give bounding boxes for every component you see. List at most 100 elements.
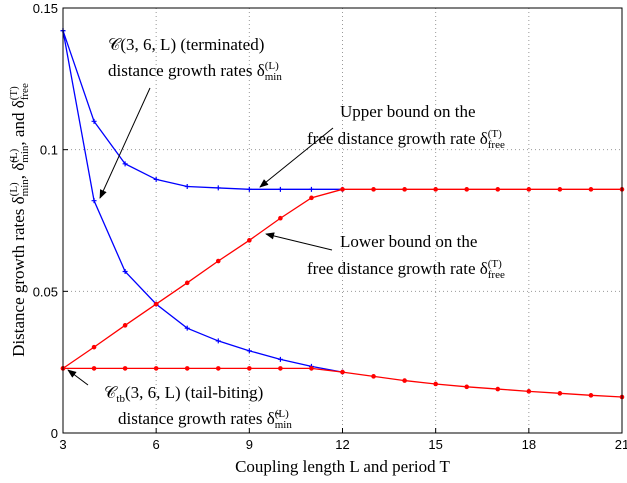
marker <box>153 301 159 307</box>
text-run: Coupling length <box>235 457 349 476</box>
subscript: free <box>19 83 31 100</box>
text-run: (3, 6, L) (tail-biting) <box>125 383 263 402</box>
axes-frame <box>62 7 623 434</box>
series-line <box>62 30 343 373</box>
marker <box>588 393 594 398</box>
marker <box>277 186 283 192</box>
marker <box>122 323 128 328</box>
marker <box>402 378 407 383</box>
marker <box>215 338 221 344</box>
text-run: distance growth rates δ̃ <box>118 409 281 428</box>
text-run: free distance growth rate δ <box>307 259 488 278</box>
x-tick-label: 18 <box>522 437 536 452</box>
series-line <box>62 30 343 190</box>
superscript: (T) <box>488 258 502 270</box>
annotation: 𝒞tb(3, 6, L) (tail-biting) <box>104 383 263 405</box>
marker <box>153 366 159 371</box>
marker <box>557 187 563 192</box>
marker <box>308 186 314 192</box>
x-tick-label: 6 <box>153 437 160 452</box>
marker <box>464 187 470 192</box>
subscript: free <box>488 269 505 281</box>
arrows <box>67 87 334 386</box>
marker <box>184 366 190 371</box>
marker <box>557 391 563 396</box>
marker <box>278 366 283 371</box>
marker <box>184 280 190 286</box>
annotation: Upper bound on the <box>340 102 476 121</box>
y-tick-label: 0.15 <box>33 1 58 16</box>
marker <box>91 344 97 350</box>
y-tick-label: 0.1 <box>40 143 58 158</box>
superscript: (T) <box>8 86 20 100</box>
annotation: free distance growth rate δfree(T) <box>307 128 505 151</box>
marker <box>495 187 501 192</box>
marker <box>215 366 221 371</box>
subscript: min <box>265 71 283 83</box>
marker <box>153 176 159 182</box>
subscript: min <box>19 179 31 197</box>
subscript: tb <box>116 393 125 405</box>
marker <box>340 187 345 192</box>
marker <box>122 269 128 274</box>
arrow <box>259 127 334 188</box>
arrow <box>67 369 89 386</box>
marker <box>247 238 252 243</box>
x-tick-label: 21 <box>615 437 627 452</box>
marker <box>309 195 314 201</box>
marker <box>122 366 128 371</box>
marker <box>122 161 128 167</box>
marker <box>402 187 407 192</box>
marker <box>184 325 190 331</box>
text-run: free distance growth rate δ <box>307 129 488 148</box>
marker <box>247 366 252 371</box>
text-run: L <box>349 457 359 476</box>
subscript: min <box>275 419 293 431</box>
arrow <box>99 87 151 199</box>
text-run: 𝒞(3, 6, L) (terminated) <box>108 35 264 54</box>
subscript: min <box>19 145 31 163</box>
subscript: free <box>488 139 505 151</box>
annotation: distance growth rates δ̃min(L) <box>118 408 292 431</box>
x-tick-label: 12 <box>335 437 349 452</box>
annotation: 𝒞(3, 6, L) (terminated) <box>108 35 264 54</box>
text-run: Distance growth rates δ <box>9 196 28 357</box>
y-tick-label: 0.05 <box>33 284 58 299</box>
superscript: (L) <box>265 60 279 72</box>
superscript: (T) <box>488 128 502 140</box>
marker <box>526 389 532 394</box>
marker <box>371 374 376 379</box>
marker <box>340 369 345 375</box>
arrow <box>265 232 333 251</box>
annotation: Lower bound on the <box>340 232 477 251</box>
text-run: Lower bound on the <box>340 232 477 251</box>
annotation: free distance growth rate δfree(T) <box>307 258 505 281</box>
x-tick-label: 9 <box>246 437 253 452</box>
marker <box>215 258 221 264</box>
text-run: 𝒞 <box>104 383 118 402</box>
marker <box>588 187 594 192</box>
marker <box>371 187 376 192</box>
text-run: distance growth rates δ <box>108 61 265 80</box>
marker <box>215 185 221 191</box>
marker <box>91 198 97 204</box>
text-run: T <box>440 457 451 476</box>
superscript: (L) <box>8 182 20 196</box>
marker <box>246 348 252 354</box>
marker <box>495 386 501 392</box>
y-tick-label: 0 <box>51 426 58 441</box>
marker <box>246 186 252 192</box>
text-run: Upper bound on the <box>340 102 476 121</box>
marker <box>464 384 470 390</box>
text-run: , and δ <box>9 100 28 145</box>
superscript: (L) <box>275 408 289 420</box>
marker <box>91 366 97 371</box>
annotation: distance growth rates δmin(L) <box>108 60 282 83</box>
marker <box>277 356 283 362</box>
marker <box>91 118 97 124</box>
y-axis-label: Distance growth rates δmin(L), δ̃min(L),… <box>8 83 31 357</box>
marker <box>309 366 314 371</box>
marker <box>526 187 532 192</box>
text-run: and period <box>359 457 439 476</box>
